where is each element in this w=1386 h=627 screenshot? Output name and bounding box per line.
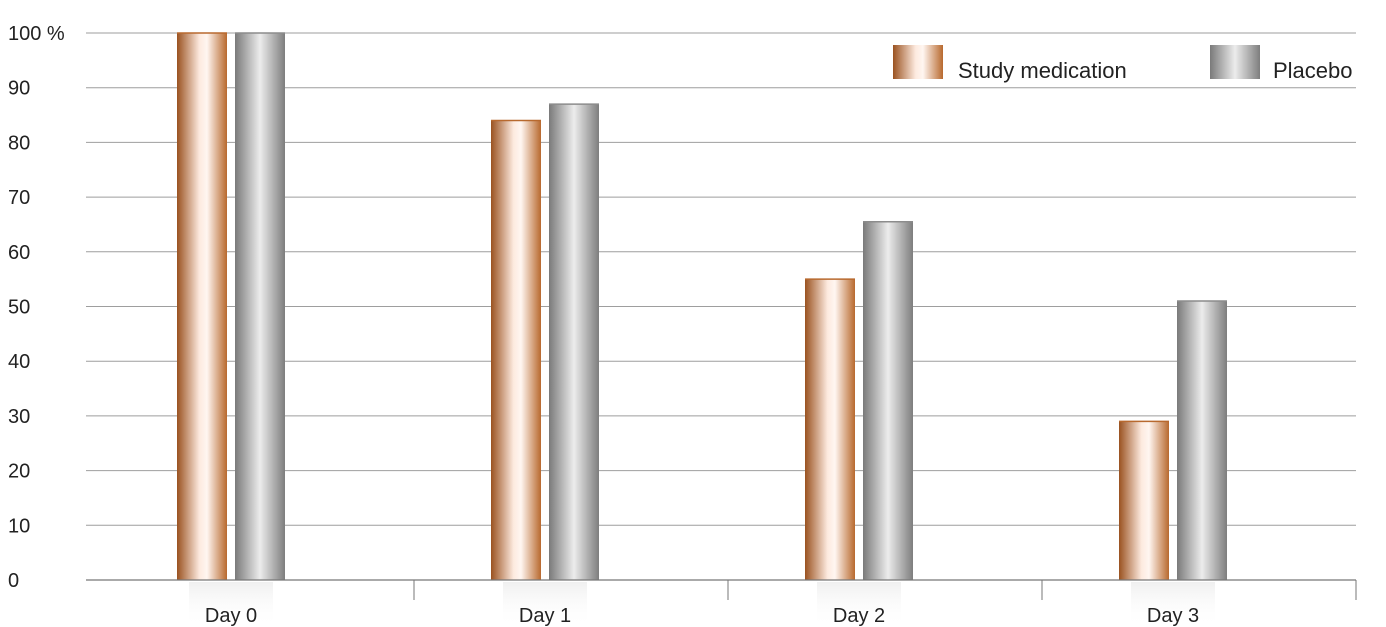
bar-study-medication: [1119, 421, 1169, 580]
bar-placebo: [235, 33, 285, 580]
x-category-label: Day 0: [205, 605, 257, 627]
legend-label-study-medication: Study medication: [958, 58, 1127, 83]
legend: Study medication Placebo: [893, 45, 1353, 83]
legend-label-placebo: Placebo: [1273, 58, 1353, 83]
bar-study-medication: [491, 121, 541, 580]
bar-study-medication: [805, 279, 855, 580]
bar-placebo: [863, 222, 913, 580]
y-tick-label: 100 %: [8, 23, 65, 45]
x-category-label: Day 2: [833, 605, 885, 627]
y-tick-label: 20: [8, 461, 30, 483]
y-tick-label: 90: [8, 78, 30, 100]
y-tick-label: 60: [8, 242, 30, 264]
bar-study-medication: [177, 33, 227, 580]
y-tick-label: 30: [8, 406, 30, 428]
legend-swatch-placebo: [1210, 45, 1260, 79]
x-category-label: Day 1: [519, 605, 571, 627]
y-tick-label: 0: [8, 570, 19, 592]
y-tick-label: 70: [8, 187, 30, 209]
y-tick-label: 10: [8, 515, 30, 537]
y-tick-label: 50: [8, 297, 30, 319]
legend-swatch-study-medication: [893, 45, 943, 79]
y-tick-label: 40: [8, 351, 30, 373]
bar-placebo: [549, 104, 599, 580]
bar-placebo: [1177, 301, 1227, 580]
y-tick-label: 80: [8, 132, 30, 154]
x-category-label: Day 3: [1147, 605, 1199, 627]
